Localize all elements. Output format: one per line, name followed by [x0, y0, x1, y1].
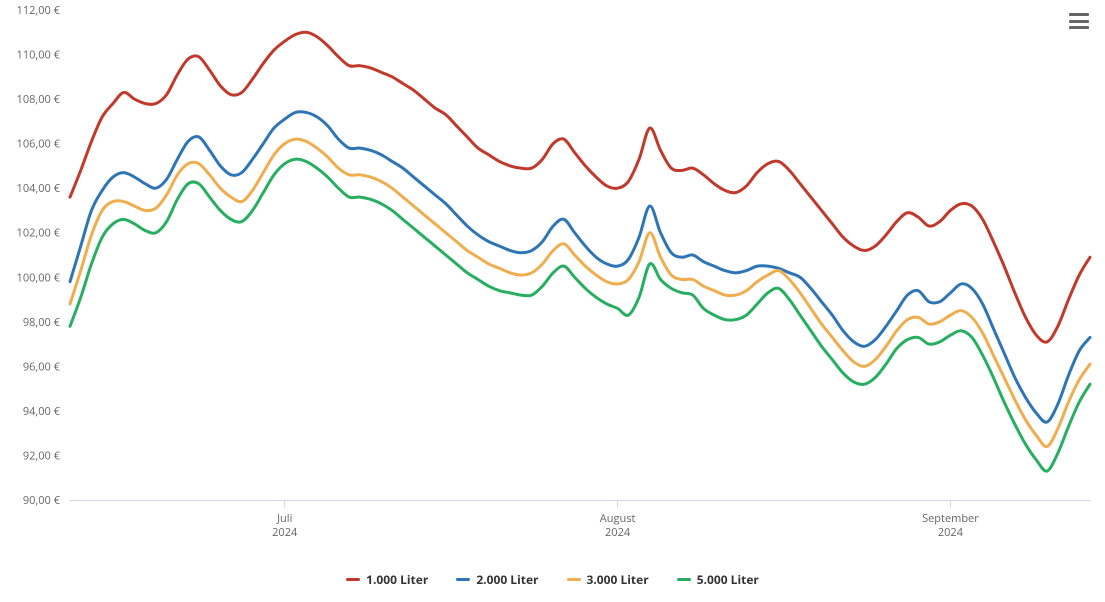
series-line[interactable]	[70, 139, 1090, 447]
y-tick: 104,00 €	[17, 181, 61, 196]
y-tick: 98,00 €	[23, 315, 61, 330]
legend-label: 2.000 Liter	[476, 571, 538, 588]
svg-text:90,00 €: 90,00 €	[23, 493, 61, 508]
legend-swatch	[456, 578, 470, 581]
legend-label: 1.000 Liter	[366, 571, 428, 588]
y-tick: 100,00 €	[17, 270, 61, 285]
legend-swatch	[346, 578, 360, 581]
y-tick: 94,00 €	[23, 404, 61, 419]
x-tick: Juli2024	[272, 500, 298, 540]
legend-label: 5.000 Liter	[697, 571, 759, 588]
svg-text:112,00 €: 112,00 €	[17, 3, 61, 18]
legend-item[interactable]: 2.000 Liter	[456, 571, 538, 588]
svg-text:110,00 €: 110,00 €	[17, 48, 61, 63]
svg-text:2024: 2024	[605, 525, 631, 540]
svg-text:94,00 €: 94,00 €	[23, 404, 61, 419]
svg-text:2024: 2024	[938, 525, 964, 540]
y-tick: 108,00 €	[17, 92, 61, 107]
svg-text:September: September	[922, 511, 979, 526]
legend-swatch	[567, 578, 581, 581]
y-tick: 110,00 €	[17, 48, 61, 63]
svg-text:100,00 €: 100,00 €	[17, 270, 61, 285]
svg-text:104,00 €: 104,00 €	[17, 181, 61, 196]
chart-plot: 90,00 € 92,00 € 94,00 € 96,00 € 98,00 € 100,0…	[0, 0, 1105, 602]
svg-text:98,00 €: 98,00 €	[23, 315, 61, 330]
legend-item[interactable]: 3.000 Liter	[567, 571, 649, 588]
legend-label: 3.000 Liter	[587, 571, 649, 588]
series-line[interactable]	[70, 159, 1090, 471]
svg-text:106,00 €: 106,00 €	[17, 137, 61, 152]
y-tick: 90,00 €	[23, 493, 61, 508]
svg-text:102,00 €: 102,00 €	[17, 226, 61, 241]
svg-text:96,00 €: 96,00 €	[23, 359, 61, 374]
svg-text:2024: 2024	[272, 525, 298, 540]
chart-container: 90,00 € 92,00 € 94,00 € 96,00 € 98,00 € 100,0…	[0, 0, 1105, 602]
y-tick: 92,00 €	[23, 448, 61, 463]
chart-legend: 1.000 Liter 2.000 Liter 3.000 Liter 5.000 L…	[0, 571, 1105, 588]
legend-item[interactable]: 1.000 Liter	[346, 571, 428, 588]
legend-swatch	[677, 578, 691, 581]
y-tick: 102,00 €	[17, 226, 61, 241]
y-tick: 112,00 €	[17, 3, 61, 18]
y-tick: 96,00 €	[23, 359, 61, 374]
svg-text:Juli: Juli	[276, 511, 292, 526]
x-tick: August2024	[600, 500, 636, 540]
x-tick: September2024	[922, 500, 979, 540]
series-line[interactable]	[70, 32, 1090, 342]
y-tick: 106,00 €	[17, 137, 61, 152]
svg-text:92,00 €: 92,00 €	[23, 448, 61, 463]
svg-text:108,00 €: 108,00 €	[17, 92, 61, 107]
svg-text:August: August	[600, 511, 636, 526]
legend-item[interactable]: 5.000 Liter	[677, 571, 759, 588]
